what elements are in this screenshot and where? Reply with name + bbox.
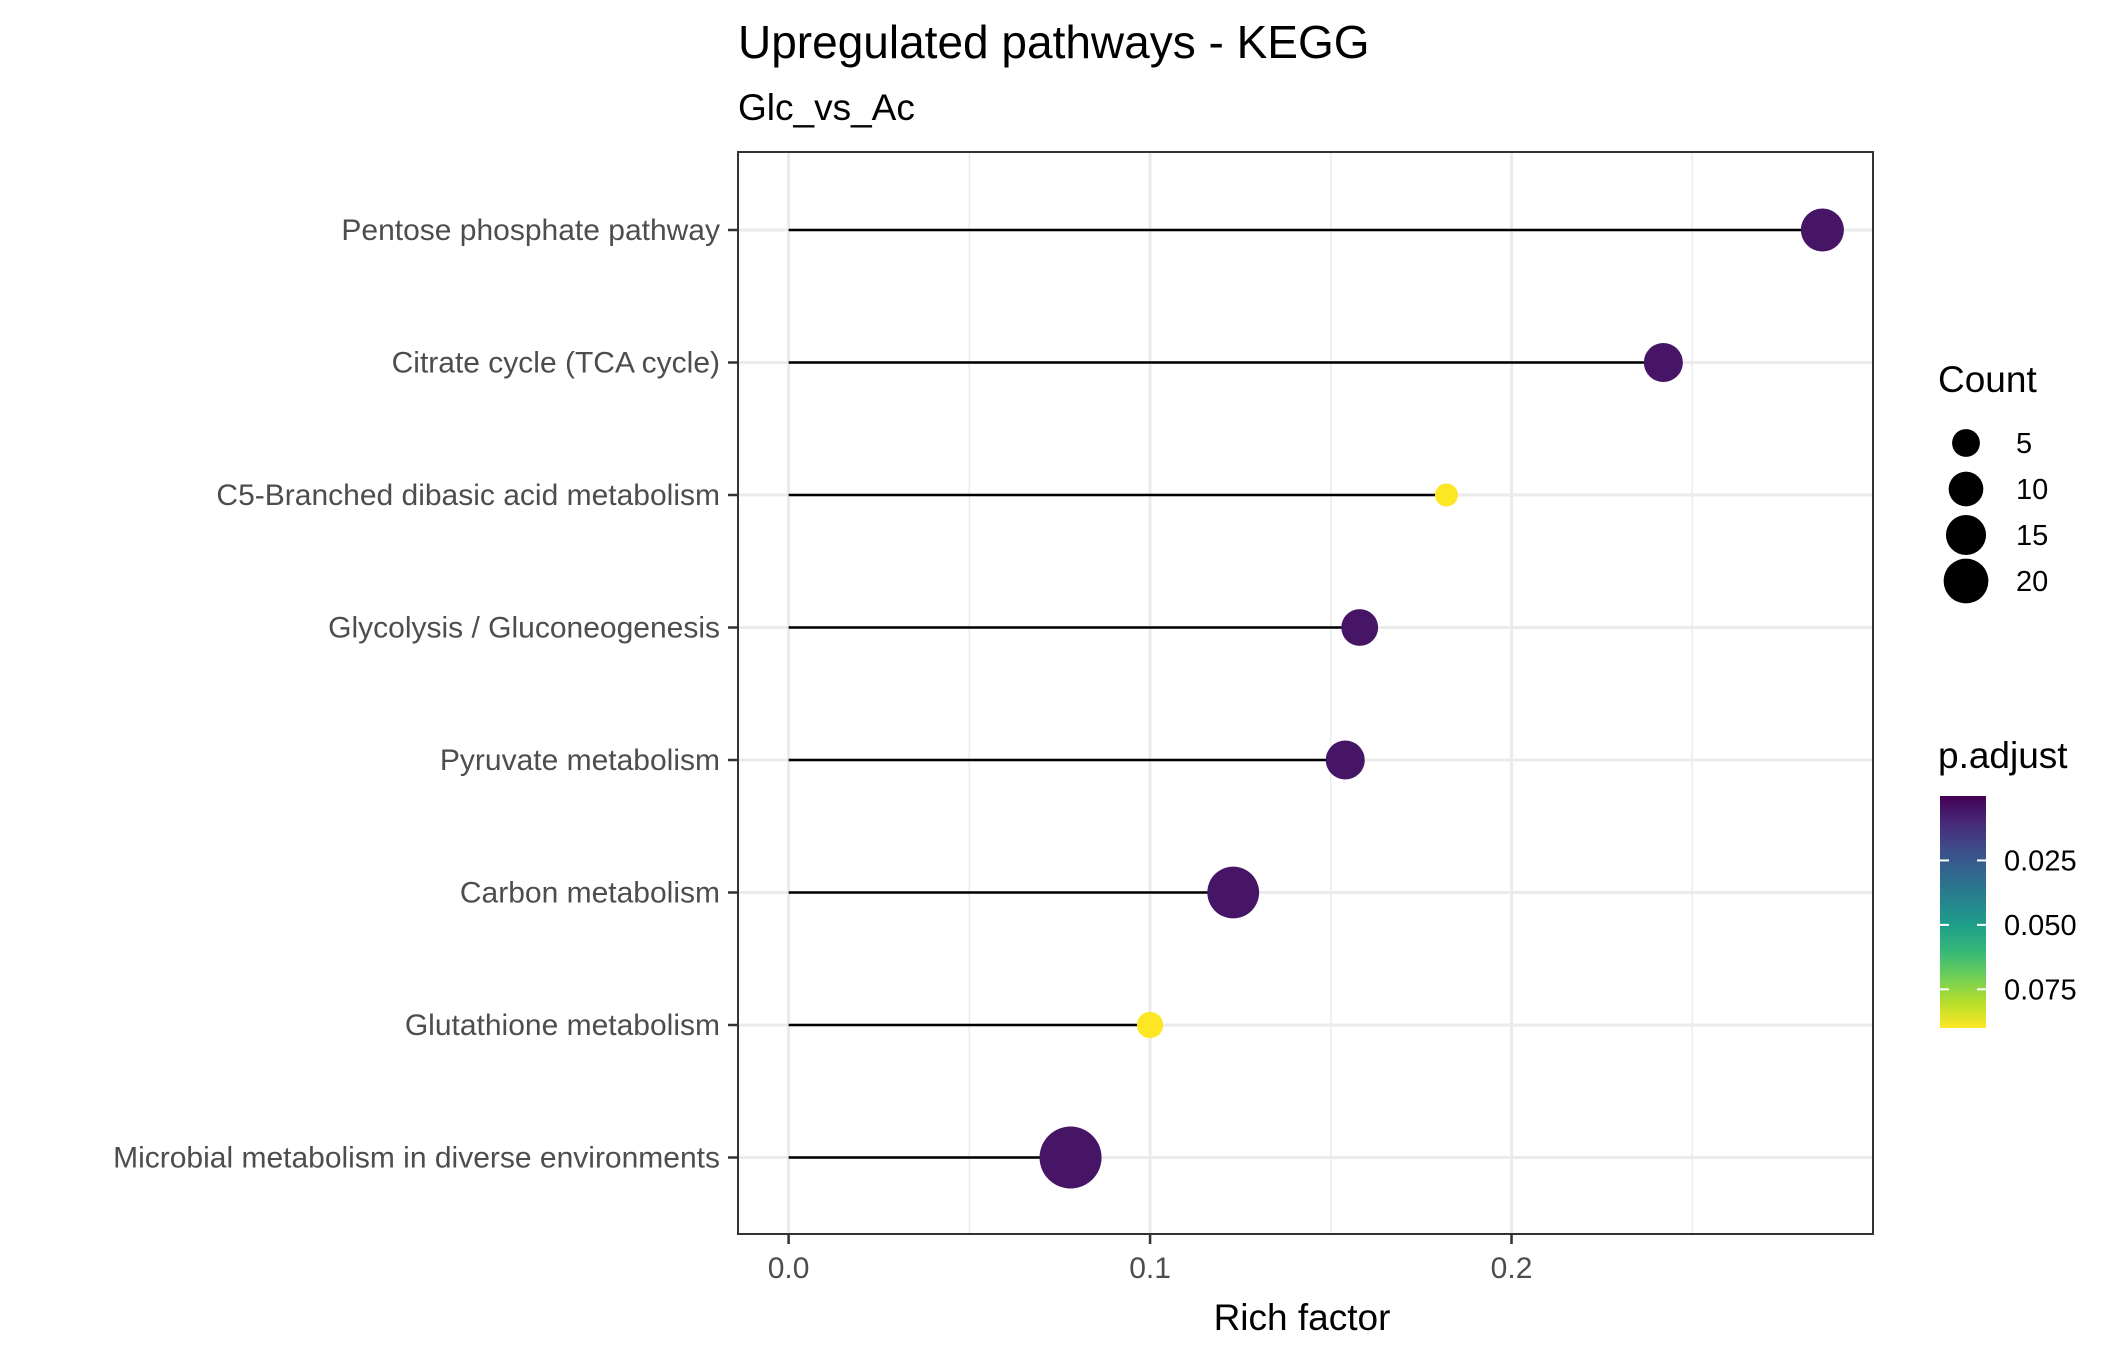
- data-point: [1643, 342, 1683, 383]
- x-axis-title: Rich factor: [1214, 1297, 1391, 1338]
- legend-size-key: [1952, 429, 1980, 457]
- legend-colorbar-label: 0.025: [2004, 845, 2077, 877]
- y-tick-label: Citrate cycle (TCA cycle): [392, 347, 720, 380]
- y-tick-label: C5-Branched dibasic acid metabolism: [216, 479, 720, 512]
- panel-background: [738, 152, 1873, 1234]
- data-point: [1039, 1126, 1102, 1189]
- legend-size-label: 5: [2016, 428, 2032, 460]
- data-point: [1434, 483, 1458, 507]
- legend-colorbar-label: 0.050: [2004, 910, 2077, 942]
- legend-size-label: 20: [2016, 566, 2048, 598]
- panel-border: [737, 151, 1874, 1235]
- chart-subtitle: Glc_vs_Ac: [738, 87, 915, 128]
- y-tick-label: Pentose phosphate pathway: [341, 214, 720, 247]
- x-tick-label: 0.1: [1129, 1252, 1171, 1285]
- data-point: [1341, 609, 1379, 646]
- legend-size-key: [1943, 558, 1989, 604]
- legend-count-title: Count: [1938, 359, 2037, 400]
- data-point: [1207, 866, 1260, 919]
- legend-size-key: [1945, 514, 1987, 556]
- data-point: [1325, 740, 1365, 780]
- y-tick-label: Carbon metabolism: [460, 877, 720, 910]
- data-point: [1136, 1011, 1164, 1039]
- legend-padjust-title: p.adjust: [1938, 735, 2068, 776]
- legend: 5 10 15 20 0.025 0.050 0.075: [1940, 428, 2077, 1028]
- y-tick-label: Pyruvate metabolism: [440, 744, 720, 777]
- plot-area: Pentose phosphate pathway Citrate cycle (…: [113, 151, 1874, 1285]
- legend-colorbar-label: 0.075: [2004, 974, 2077, 1006]
- legend-colorbar: [1940, 796, 1986, 1028]
- legend-size-key: [1948, 471, 1984, 507]
- x-tick-label: 0.0: [768, 1252, 810, 1285]
- x-tick-label: 0.2: [1491, 1252, 1533, 1285]
- data-point: [1800, 208, 1844, 252]
- legend-size-label: 10: [2016, 474, 2048, 506]
- y-tick-label: Glutathione metabolism: [405, 1009, 720, 1042]
- y-tick-label: Microbial metabolism in diverse environm…: [113, 1142, 720, 1175]
- y-tick-label: Glycolysis / Gluconeogenesis: [328, 612, 720, 645]
- legend-size-label: 15: [2016, 520, 2048, 552]
- chart-title: Upregulated pathways - KEGG: [738, 16, 1370, 68]
